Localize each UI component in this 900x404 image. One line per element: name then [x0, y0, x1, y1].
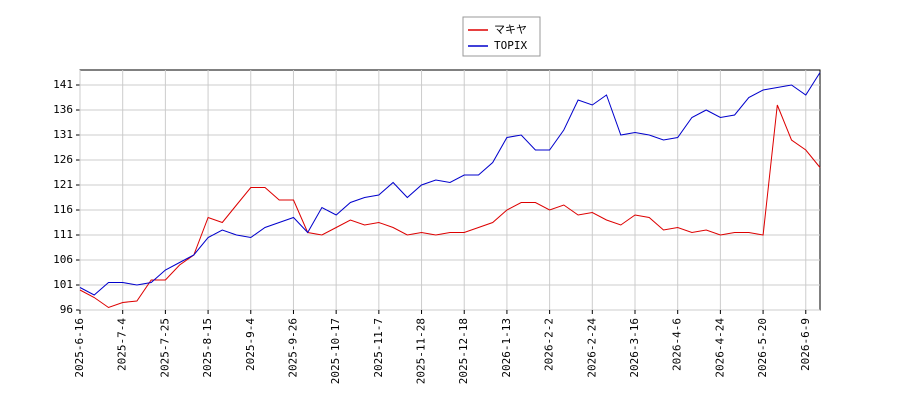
y-tick-label: 116: [53, 203, 73, 216]
x-tick-label: 2026-6-9: [799, 318, 812, 371]
x-tick-label: 2026-2-2: [543, 318, 556, 371]
x-tick-label: 2025-12-18: [457, 318, 470, 384]
legend-label: マキヤ: [494, 23, 527, 36]
x-tick-label: 2025-6-16: [73, 318, 86, 378]
x-tick-label: 2025-10-17: [329, 318, 342, 384]
x-tick-label: 2025-8-15: [201, 318, 214, 378]
y-tick-label: 121: [53, 178, 73, 191]
x-tick-label: 2026-2-24: [585, 318, 598, 378]
y-tick-label: 106: [53, 253, 73, 266]
x-tick-label: 2026-4-6: [671, 318, 684, 371]
y-tick-label: 111: [53, 228, 73, 241]
x-tick-label: 2026-1-13: [500, 318, 513, 378]
plot-frame: [79, 69, 821, 311]
x-tick-label: 2025-7-25: [158, 318, 171, 378]
y-tick-label: 131: [53, 128, 73, 141]
y-tick-label: 96: [60, 303, 73, 316]
series-line: [79, 72, 821, 296]
x-tick-label: 2025-11-28: [415, 318, 428, 384]
x-tick-label: 2026-4-24: [713, 318, 726, 378]
x-tick-label: 2026-5-20: [756, 318, 769, 378]
x-tick-label: 2025-7-4: [116, 318, 129, 371]
legend-label: TOPIX: [494, 39, 527, 52]
y-tick-label: 101: [53, 278, 73, 291]
y-tick-label: 141: [53, 78, 73, 91]
x-tick-label: 2025-11-7: [372, 318, 385, 378]
y-tick-label: 126: [53, 153, 73, 166]
legend: マキヤ TOPIX: [462, 16, 541, 57]
legend-box: [462, 16, 541, 57]
x-tick-label: 2025-9-26: [286, 318, 299, 378]
y-tick-label: 136: [53, 103, 73, 116]
x-tick-label: 2026-3-16: [628, 318, 641, 378]
x-tick-label: 2025-9-4: [244, 318, 257, 371]
series-line: [79, 104, 821, 309]
